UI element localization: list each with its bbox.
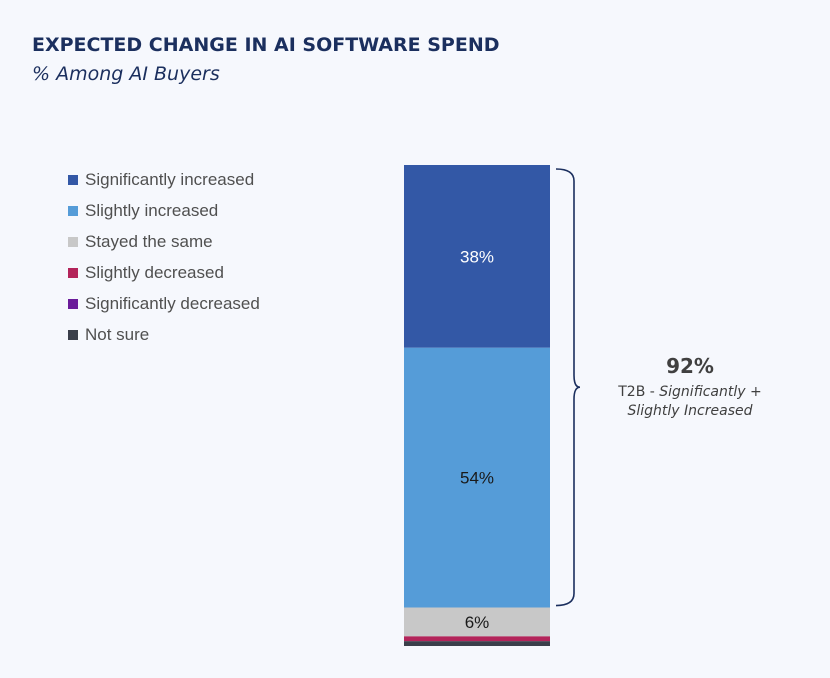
- chart-legend: Significantly increased Slightly increase…: [68, 164, 260, 350]
- legend-swatch: [68, 236, 78, 247]
- curly-brace-annotation: [555, 168, 581, 607]
- bar-segment: [404, 636, 550, 642]
- bar-data-label: 6%: [465, 613, 490, 632]
- legend-item: Slightly decreased: [68, 257, 260, 288]
- legend-label: Significantly decreased: [85, 293, 260, 313]
- annotation-value: 92%: [666, 354, 714, 378]
- legend-label: Not sure: [85, 324, 150, 344]
- legend-label: Slightly increased: [85, 200, 219, 220]
- legend-swatch: [68, 267, 78, 278]
- legend-label: Stayed the same: [85, 231, 213, 251]
- legend-item: Significantly increased: [68, 164, 260, 195]
- legend-item: Stayed the same: [68, 226, 260, 257]
- bar-segment: [404, 347, 550, 608]
- legend-swatch: [68, 205, 78, 216]
- bar-segment: [404, 641, 550, 646]
- legend-item: Not sure: [68, 319, 260, 350]
- chart-title: EXPECTED CHANGE IN AI SOFTWARE SPEND: [32, 34, 500, 56]
- chart-subtitle: % Among AI Buyers: [32, 63, 220, 85]
- annotation-text-italic-1: Significantly +: [659, 384, 762, 400]
- annotation-text-italic-2: Slightly Increased: [627, 403, 753, 419]
- annotation-text-prefix: T2B -: [618, 384, 660, 400]
- legend-label: Significantly increased: [85, 169, 255, 189]
- bar-data-label: 38%: [460, 247, 494, 266]
- bar-segment: [404, 607, 550, 637]
- annotation-text: T2B - Significantly + Slightly Increased: [590, 383, 790, 421]
- legend-item: Slightly increased: [68, 195, 260, 226]
- legend-swatch: [68, 298, 78, 309]
- legend-label: Slightly decreased: [85, 262, 224, 282]
- bar-segment: [404, 165, 550, 348]
- legend-swatch: [68, 174, 78, 185]
- bar-data-label: 54%: [460, 469, 494, 488]
- legend-item: Significantly decreased: [68, 288, 260, 319]
- legend-swatch: [68, 329, 78, 340]
